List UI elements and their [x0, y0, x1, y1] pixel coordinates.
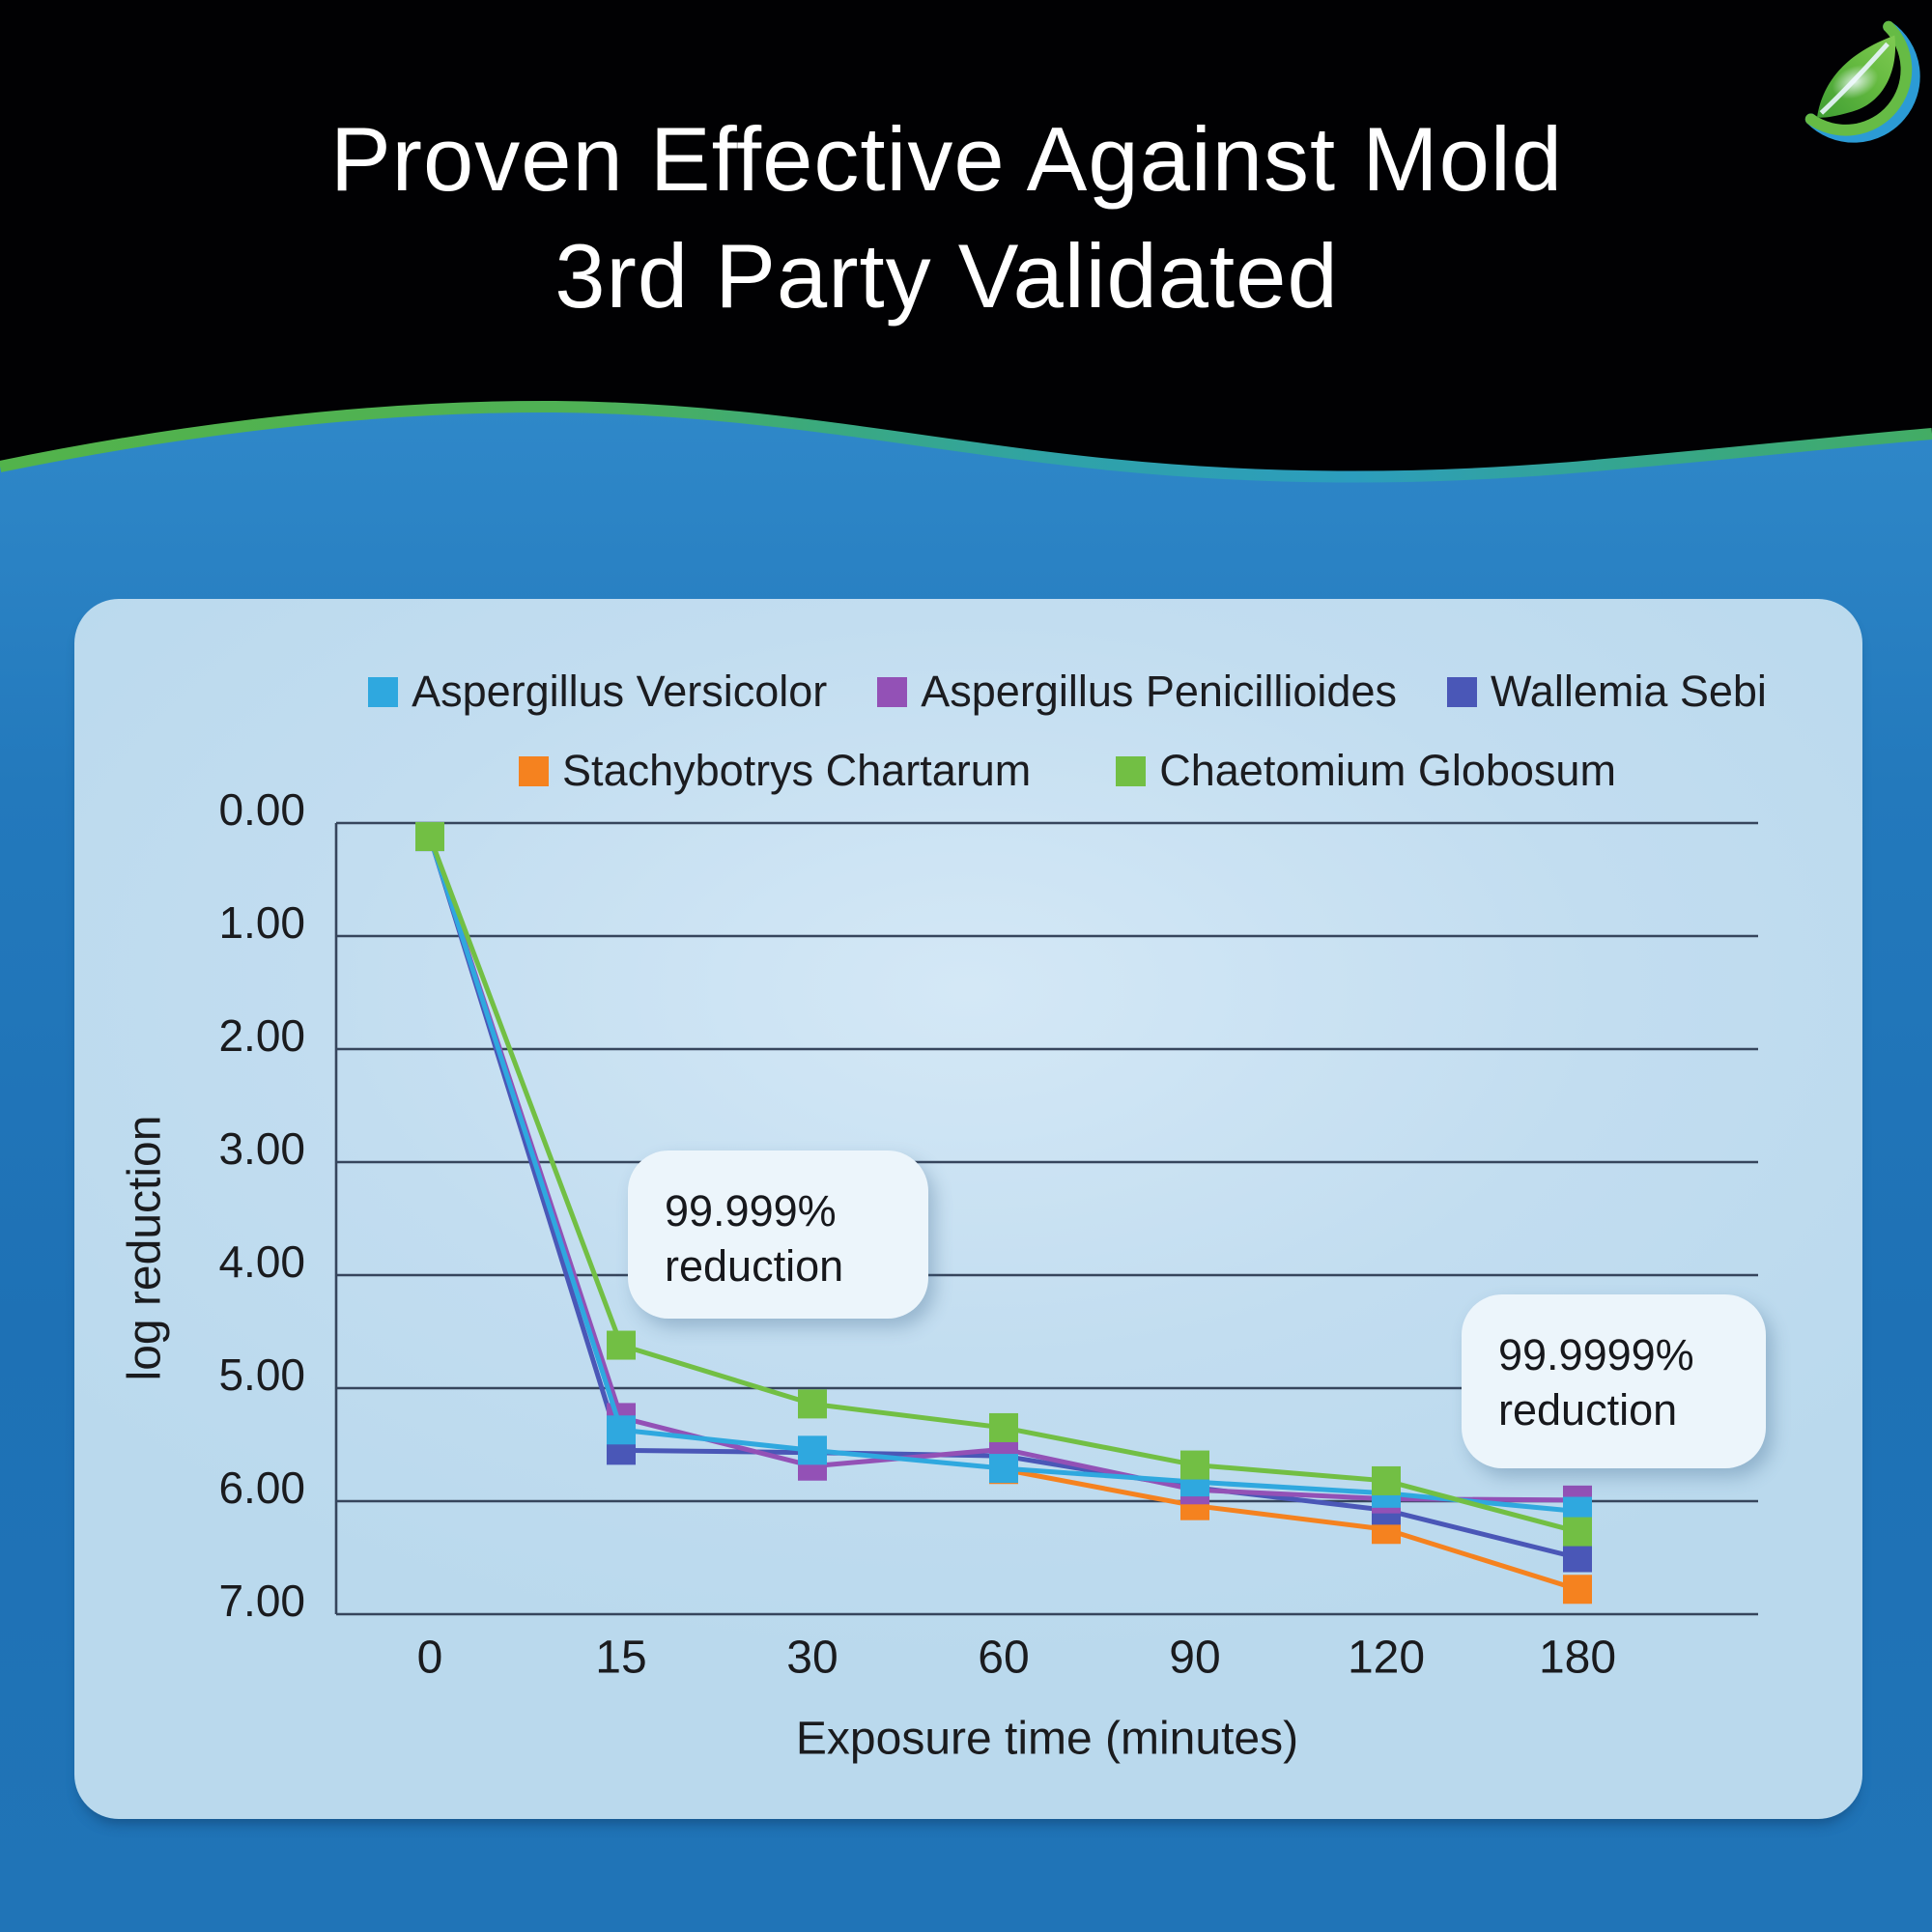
page-title-line1: Proven Effective Against Mold	[329, 108, 1564, 210]
marker-chaetomium-globosum-x30	[798, 1389, 827, 1419]
marker-chaetomium-globosum-x60	[989, 1412, 1018, 1442]
chart-panel	[74, 599, 1862, 1819]
y-axis-title: log reduction	[120, 1116, 171, 1381]
legend-label: Wallemia Sebi	[1491, 667, 1767, 716]
x-tick-label: 120	[1348, 1633, 1425, 1684]
y-tick-label: 0.00	[218, 784, 305, 835]
logo-green-arc	[1804, 20, 1913, 136]
x-tick-label: 90	[1169, 1633, 1220, 1684]
y-tick-label: 3.00	[218, 1123, 305, 1174]
logo-leaf-highlight	[1832, 65, 1879, 99]
series-line-stachybotrys-chartarum	[1003, 1466, 1578, 1592]
y-tick-label: 6.00	[218, 1463, 305, 1513]
y-tick-label: 4.00	[218, 1236, 305, 1287]
y-tick-label: 5.00	[218, 1350, 305, 1400]
legend-item-wallemia-sebi: Wallemia Sebi	[1447, 667, 1767, 717]
marker-chaetomium-globosum-x180	[1563, 1517, 1592, 1547]
marker-stachybotrys-chartarum-x180	[1563, 1575, 1592, 1605]
series-line-aspergillus-versicolor	[427, 836, 1578, 1515]
x-tick-label: 30	[786, 1633, 838, 1684]
x-tick-label: 60	[978, 1633, 1029, 1684]
chart-legend: Aspergillus Versicolor Aspergillus Penici…	[270, 655, 1864, 808]
x-axis-title: Exposure time (minutes)	[796, 1714, 1298, 1765]
x-tick-label: 0	[417, 1633, 443, 1684]
annotation-line1: 99.9999%	[1498, 1330, 1694, 1379]
legend-swatch-icon	[368, 676, 399, 707]
y-tick-label: 7.00	[218, 1576, 305, 1626]
legend-swatch-icon	[877, 676, 908, 707]
leaf-circle-logo-icon	[1804, 20, 1920, 143]
marker-chaetomium-globosum-x0	[415, 822, 444, 852]
wave-accent-line	[0, 400, 1932, 483]
marker-aspergillus-versicolor-x15	[607, 1415, 636, 1445]
marker-chaetomium-globosum-x90	[1180, 1450, 1209, 1480]
legend-label: Aspergillus Penicillioides	[921, 667, 1397, 716]
annotation-99999-reduction: 99.999% reduction	[628, 1151, 928, 1319]
legend-swatch-icon	[1116, 755, 1147, 786]
legend-item-stachybotrys-chartarum: Stachybotrys Chartarum	[519, 746, 1031, 796]
legend-swatch-icon	[1447, 676, 1477, 707]
page-title: Proven Effective Against Mold 3rd Party …	[0, 100, 1893, 334]
page-title-line2: 3rd Party Validated	[554, 225, 1339, 327]
y-tick-label: 1.00	[218, 897, 305, 948]
legend-item-aspergillus-versicolor: Aspergillus Versicolor	[368, 667, 827, 717]
legend-label: Chaetomium Globosum	[1159, 746, 1616, 795]
legend-item-aspergillus-penicillioides: Aspergillus Penicillioides	[877, 667, 1397, 717]
y-tick-label: 2.00	[218, 1010, 305, 1061]
marker-aspergillus-versicolor-x30	[798, 1435, 827, 1465]
annotation-line2: reduction	[665, 1241, 844, 1291]
legend-row-1: Aspergillus Versicolor Aspergillus Penici…	[270, 655, 1864, 728]
marker-wallemia-sebi-x180	[1563, 1543, 1592, 1573]
annotation-line1: 99.999%	[665, 1186, 837, 1236]
x-tick-label: 15	[595, 1633, 646, 1684]
legend-row-2: Stachybotrys Chartarum Chaetomium Globosu…	[270, 734, 1864, 808]
legend-label: Stachybotrys Chartarum	[562, 746, 1032, 795]
legend-item-chaetomium-globosum: Chaetomium Globosum	[1116, 746, 1616, 796]
x-tick-label: 180	[1539, 1633, 1616, 1684]
marker-chaetomium-globosum-x15	[607, 1330, 636, 1360]
legend-label: Aspergillus Versicolor	[412, 667, 828, 716]
annotation-999999-reduction: 99.9999% reduction	[1462, 1294, 1766, 1468]
marker-chaetomium-globosum-x120	[1372, 1465, 1401, 1495]
marker-aspergillus-versicolor-x60	[989, 1454, 1018, 1484]
legend-swatch-icon	[519, 755, 550, 786]
annotation-line2: reduction	[1498, 1385, 1678, 1435]
